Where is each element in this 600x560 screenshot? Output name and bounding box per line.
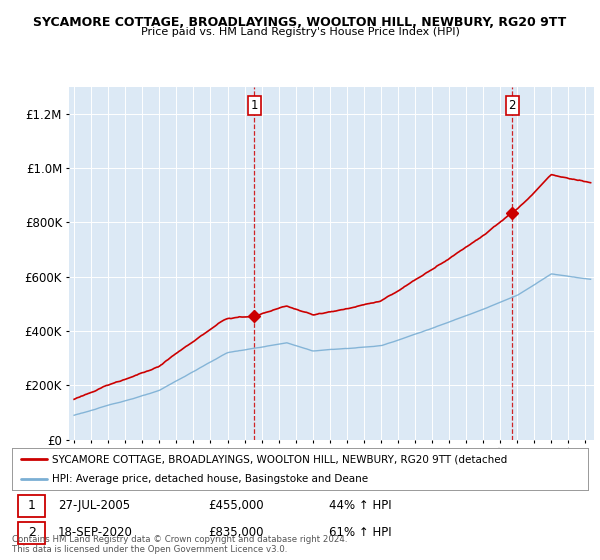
Text: 27-JUL-2005: 27-JUL-2005 [58, 499, 130, 512]
Text: SYCAMORE COTTAGE, BROADLAYINGS, WOOLTON HILL, NEWBURY, RG20 9TT: SYCAMORE COTTAGE, BROADLAYINGS, WOOLTON … [34, 16, 566, 29]
Text: 61% ↑ HPI: 61% ↑ HPI [329, 526, 391, 539]
Text: 18-SEP-2020: 18-SEP-2020 [58, 526, 133, 539]
Text: 2: 2 [28, 526, 35, 539]
Text: 1: 1 [28, 499, 35, 512]
FancyBboxPatch shape [18, 521, 46, 544]
FancyBboxPatch shape [18, 494, 46, 517]
Text: Contains HM Land Registry data © Crown copyright and database right 2024.
This d: Contains HM Land Registry data © Crown c… [12, 535, 347, 554]
Text: Price paid vs. HM Land Registry's House Price Index (HPI): Price paid vs. HM Land Registry's House … [140, 27, 460, 37]
Text: SYCAMORE COTTAGE, BROADLAYINGS, WOOLTON HILL, NEWBURY, RG20 9TT (detached: SYCAMORE COTTAGE, BROADLAYINGS, WOOLTON … [52, 454, 508, 464]
Text: 1: 1 [251, 99, 258, 113]
Text: £835,000: £835,000 [208, 526, 263, 539]
Text: 44% ↑ HPI: 44% ↑ HPI [329, 499, 391, 512]
Text: HPI: Average price, detached house, Basingstoke and Deane: HPI: Average price, detached house, Basi… [52, 474, 368, 484]
Text: £455,000: £455,000 [208, 499, 263, 512]
Text: 2: 2 [509, 99, 516, 113]
